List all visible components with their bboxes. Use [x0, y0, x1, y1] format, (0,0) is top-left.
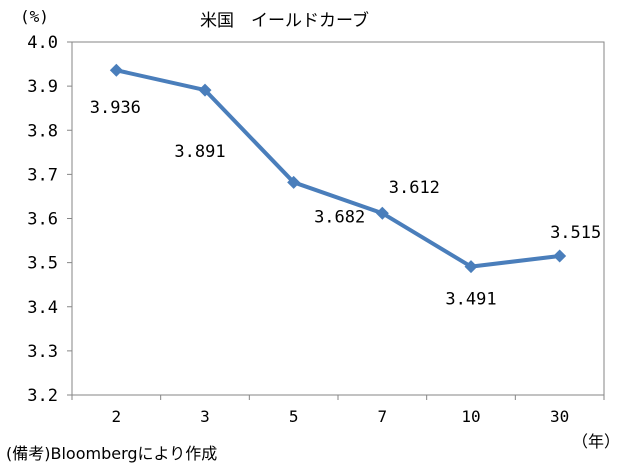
data-point-marker: [287, 175, 301, 189]
data-label: 3.612: [389, 178, 440, 198]
series-polyline: [115, 68, 560, 269]
series-line: 3.936 3.891 3.682 3.612 3.491 3.515: [90, 63, 601, 310]
y-tick-label: 3.3: [27, 342, 58, 362]
data-point-marker: [109, 63, 123, 77]
data-label: 3.936: [90, 98, 141, 118]
data-point-marker: [464, 260, 478, 274]
x-tick-label: 30: [550, 407, 569, 426]
x-axis: 2 3 5 7 10 30: [71, 395, 605, 426]
y-tick-label: 3.5: [27, 254, 58, 274]
chart-title: 米国 イールドカーブ: [200, 11, 369, 31]
source-note: (備考)Bloombergにより作成: [6, 444, 218, 463]
plot-area: [71, 41, 605, 396]
y-axis-unit: (%): [20, 7, 49, 26]
y-tick-label: 3.6: [27, 210, 58, 230]
data-point-marker: [375, 206, 389, 220]
x-tick-label: 2: [112, 407, 122, 426]
data-label: 3.515: [550, 223, 601, 243]
x-tick-label: 7: [378, 407, 388, 426]
y-tick-label: 3.2: [27, 386, 58, 406]
data-point-marker: [198, 83, 212, 97]
x-tick-label: 3: [200, 407, 210, 426]
y-axis: 3.2 3.3 3.4 3.5 3.6 3.7 3.8 3.9 4.0: [27, 33, 72, 406]
y-tick-label: 4.0: [27, 33, 58, 53]
data-label: 3.891: [174, 142, 225, 162]
y-tick-label: 3.4: [27, 298, 58, 318]
y-tick-label: 3.7: [27, 165, 58, 185]
x-tick-label: 5: [289, 407, 299, 426]
x-tick-label: 10: [461, 407, 480, 426]
data-label: 3.491: [445, 290, 496, 310]
y-tick-label: 3.8: [27, 121, 58, 141]
data-point-marker: [553, 249, 567, 263]
y-tick-label: 3.9: [27, 77, 58, 97]
data-label: 3.682: [314, 207, 365, 227]
x-axis-unit: （年）: [572, 432, 621, 451]
